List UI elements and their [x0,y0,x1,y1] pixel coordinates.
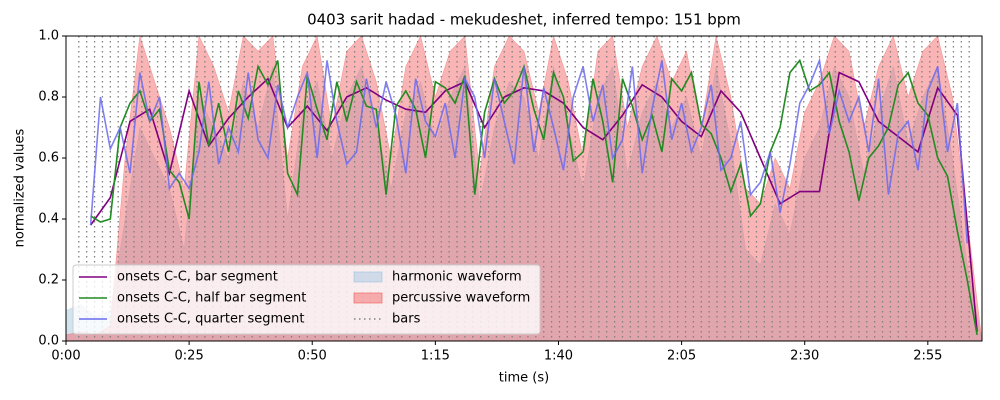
legend-label: percussive waveform [392,291,530,306]
x-tick-label: 1:15 [421,349,450,364]
y-axis-label: normalized values [13,128,28,247]
legend-label: bars [392,312,421,327]
legend-label: onsets C-C, half bar segment [117,291,306,306]
y-tick-label: 0.8 [38,90,59,105]
x-tick-label: 2:55 [913,349,942,364]
legend-label: onsets C-C, bar segment [117,270,278,285]
x-tick-label: 0:50 [298,349,327,364]
y-tick-label: 0.0 [38,334,59,349]
x-tick-label: 2:30 [790,349,819,364]
y-tick-label: 1.0 [38,29,59,44]
x-tick-label: 0:00 [51,349,80,364]
x-tick-label: 1:40 [544,349,573,364]
onset-line [89,57,969,244]
legend-label: harmonic waveform [392,270,522,285]
legend-handle [353,271,383,283]
y-tick-label: 0.6 [38,151,59,166]
y-tick-label: 0.4 [38,212,59,227]
chart-title: 0403 sarit hadad - mekudeshet, inferred … [307,11,741,29]
y-tick-label: 0.2 [38,273,59,288]
x-axis-label: time (s) [499,371,549,386]
legend: onsets C-C, bar segment onsets C-C, half … [72,264,541,335]
legend-handle [353,292,383,304]
legend-box [72,264,541,335]
x-tick-label: 2:05 [667,349,696,364]
legend-label: onsets C-C, quarter segment [117,312,304,327]
onset-line [90,58,978,336]
axes-frame [65,35,983,342]
x-tick-label: 0:25 [175,349,204,364]
